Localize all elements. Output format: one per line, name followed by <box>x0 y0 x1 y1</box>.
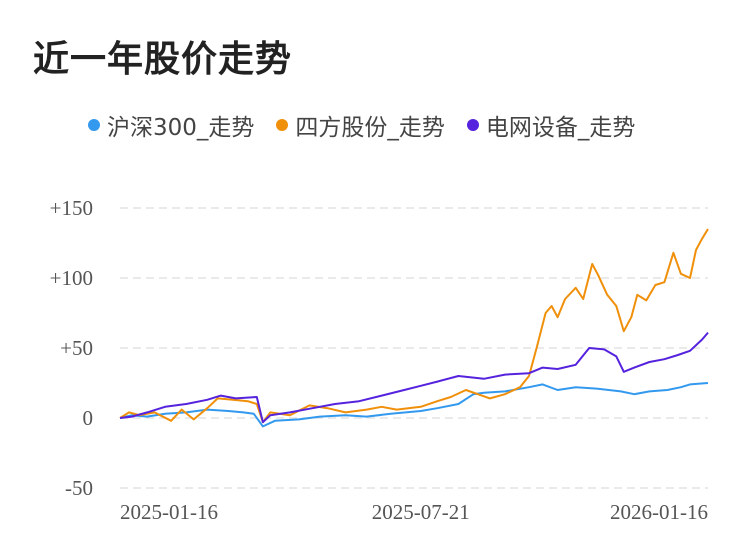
y-tick-label: +50 <box>60 336 93 360</box>
grid-lines <box>120 207 708 489</box>
legend-dot-grid-equipment <box>466 119 479 131</box>
series-line-grid-equipment[interactable] <box>119 331 709 424</box>
x-tick-label: 2025-07-21 <box>372 500 470 524</box>
y-tick-label: +100 <box>50 266 93 290</box>
x-axis-ticks: 2025-01-16 2025-07-21 2026-01-16 <box>120 500 708 524</box>
legend-item-grid-equipment[interactable]: 电网设备_走势 <box>466 108 636 142</box>
y-tick-label: 0 <box>83 406 94 430</box>
chart-title: 近一年股价走势 <box>33 39 293 80</box>
y-tick-label: +150 <box>50 196 93 220</box>
legend-item-hs300[interactable]: 沪深300_走势 <box>88 108 254 142</box>
series-line-sifang[interactable] <box>119 228 709 424</box>
x-tick-label: 2026-01-16 <box>610 500 708 524</box>
x-tick-label: 2025-01-16 <box>120 500 218 524</box>
legend-label-grid-equipment: 电网设备_走势 <box>485 115 636 141</box>
series-line-hs300[interactable] <box>119 382 709 428</box>
series-lines <box>119 228 709 428</box>
legend-item-sifang[interactable]: 四方股份_走势 <box>276 108 445 142</box>
legend: 沪深300_走势 四方股份_走势 电网设备_走势 <box>88 108 657 142</box>
y-tick-label: -50 <box>65 476 93 500</box>
legend-label-sifang: 四方股份_走势 <box>295 115 445 141</box>
legend-dot-hs300 <box>88 119 100 131</box>
legend-label-hs300: 沪深300_走势 <box>107 115 255 141</box>
legend-dot-sifang <box>276 119 289 131</box>
y-axis-ticks: +150 +100 +50 0 -50 <box>50 196 93 500</box>
